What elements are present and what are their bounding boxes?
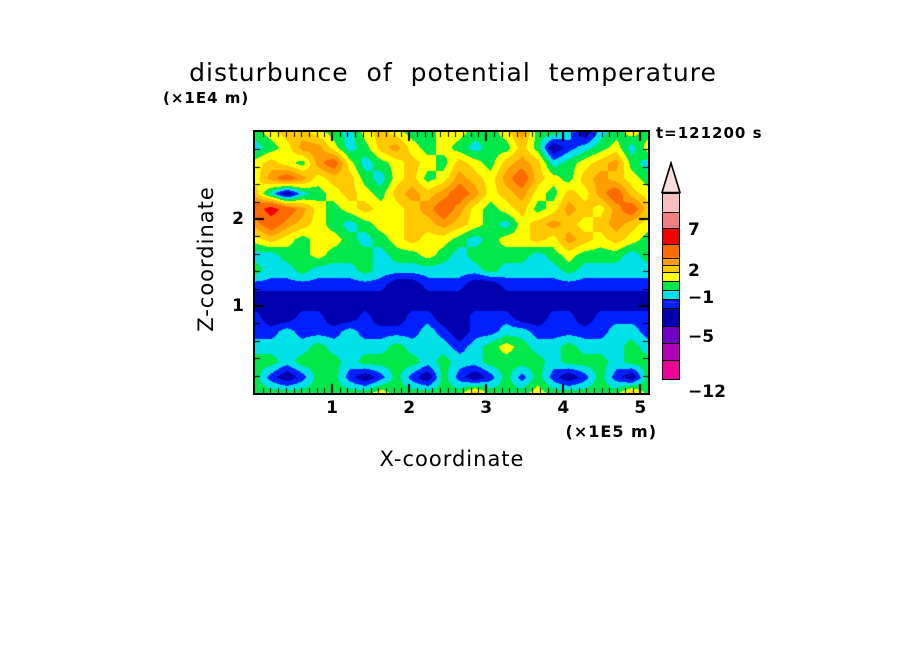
- colorbar-level-label: −12: [688, 382, 726, 402]
- x-tick-label: 2: [403, 398, 416, 418]
- y-tick-label: 1: [232, 296, 244, 316]
- x-axis-units-label: (×1E5 m): [565, 422, 657, 441]
- y-axis-units-label: (×1E4 m): [163, 89, 250, 107]
- y-tick-label: 2: [232, 209, 244, 229]
- colorbar: [662, 193, 680, 380]
- colorbar-segment: [662, 343, 680, 361]
- colorbar-level-label: 7: [688, 220, 700, 240]
- time-annotation: t=121200 s: [656, 124, 763, 142]
- colorbar-level-label: 2: [688, 261, 700, 281]
- colorbar-segment: [662, 244, 680, 259]
- chart-title: disturbunce of potential temperature: [189, 58, 717, 87]
- colorbar-segment: [662, 212, 680, 229]
- x-tick-label: 4: [557, 398, 570, 418]
- colorbar-arrow-icon: [660, 161, 682, 194]
- x-tick-label: 5: [634, 398, 647, 418]
- colorbar-level-label: −1: [688, 288, 715, 308]
- contour-field-canvas: [255, 132, 648, 393]
- x-tick-label: 3: [480, 398, 493, 418]
- colorbar-segment: [662, 228, 680, 245]
- colorbar-segment: [662, 360, 680, 380]
- colorbar-segment: [662, 193, 680, 213]
- x-axis-title: X-coordinate: [379, 447, 525, 471]
- colorbar-segment: [662, 308, 680, 327]
- plot-frame: [253, 130, 650, 395]
- colorbar-segment: [662, 326, 680, 344]
- x-tick-label: 1: [326, 398, 338, 418]
- colorbar-level-label: −5: [688, 327, 715, 347]
